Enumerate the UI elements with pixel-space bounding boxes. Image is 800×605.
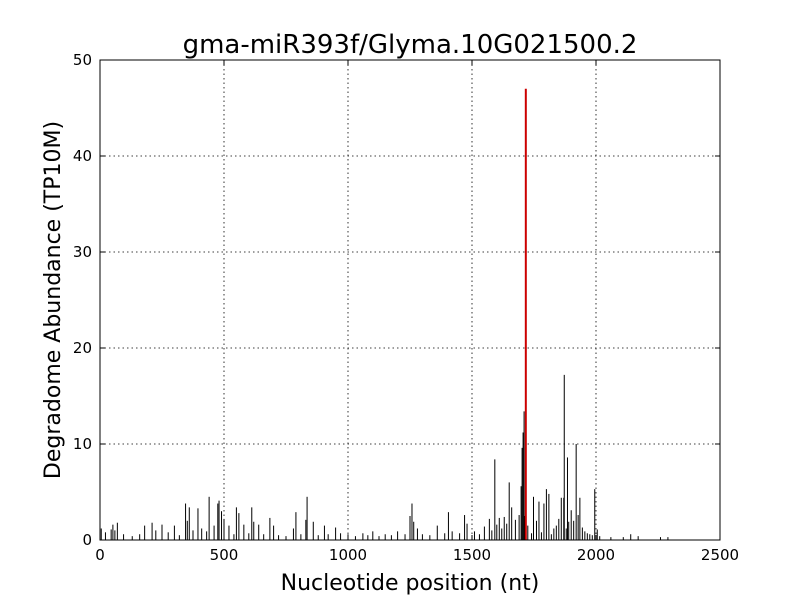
y-tick-label: 0 <box>82 531 92 549</box>
x-axis-label: Nucleotide position (nt) <box>281 571 540 596</box>
chart-title: gma-miR393f/Glyma.10G021500.2 <box>183 30 638 60</box>
y-tick-label: 50 <box>73 51 92 69</box>
x-tick-label: 1000 <box>329 546 367 564</box>
plot-frame <box>99 59 721 541</box>
y-axis-label: Degradome Abundance (TP10M) <box>41 121 66 479</box>
y-tick-label: 40 <box>73 147 92 165</box>
y-tick-label: 10 <box>73 435 92 453</box>
degradome-profile <box>100 88 669 540</box>
x-tick-label: 0 <box>95 546 105 564</box>
x-tick-label: 2500 <box>701 546 739 564</box>
grid-lines <box>100 60 720 540</box>
x-tick-label: 500 <box>210 546 239 564</box>
axis-ticks: 0 500 1000 1500 2000 2500 0 10 20 30 40 50 <box>73 51 739 564</box>
y-tick-label: 20 <box>73 339 92 357</box>
x-tick-label: 1500 <box>453 546 491 564</box>
x-tick-label: 2000 <box>577 546 615 564</box>
y-tick-label: 30 <box>73 243 92 261</box>
